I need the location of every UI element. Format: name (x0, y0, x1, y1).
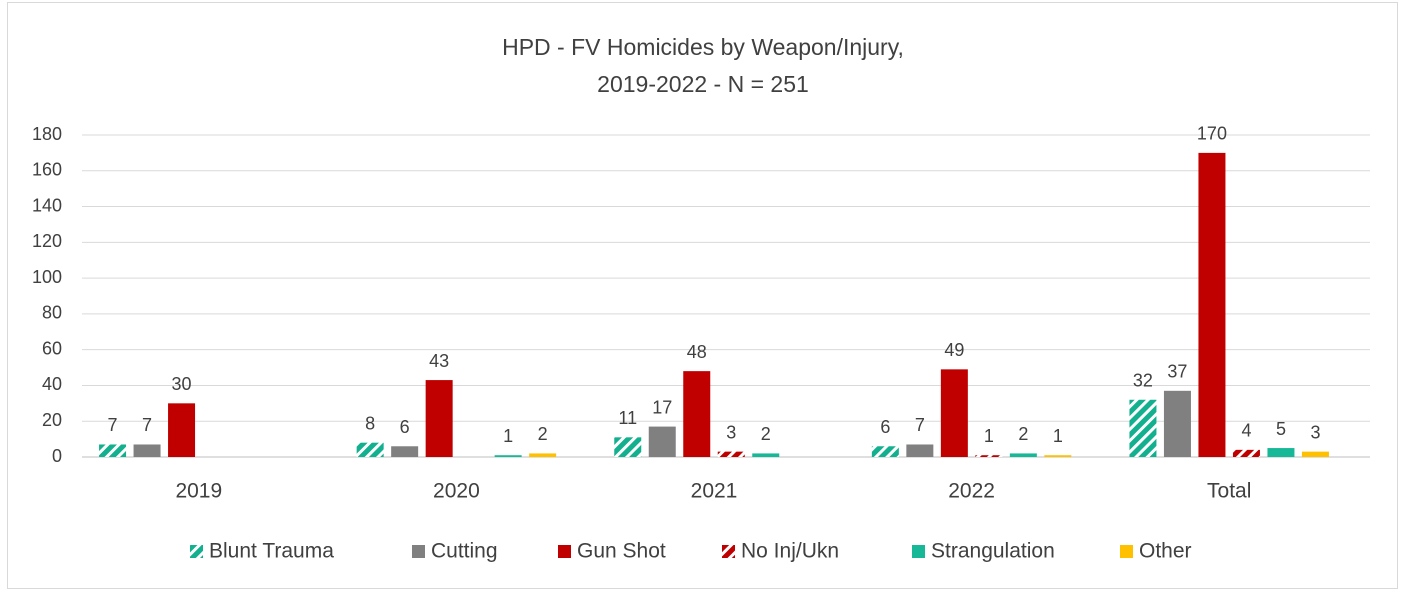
data-label: 11 (618, 408, 637, 428)
data-label: 43 (429, 351, 449, 371)
data-label: 3 (1310, 422, 1320, 442)
data-label: 2 (761, 424, 771, 444)
bar (683, 371, 711, 457)
bar (99, 444, 127, 457)
y-tick-label: 160 (32, 160, 62, 180)
chart-border (7, 2, 1398, 589)
bar (1163, 390, 1191, 457)
y-tick-label: 20 (42, 410, 62, 430)
bar (906, 444, 934, 457)
legend-swatch (558, 545, 571, 558)
bar (871, 446, 899, 457)
bar (168, 403, 196, 457)
data-label: 17 (652, 397, 672, 417)
legend-label: Other (1139, 540, 1192, 563)
y-tick-label: 60 (42, 338, 62, 358)
data-label: 49 (944, 340, 964, 360)
legend-swatch (912, 545, 925, 558)
bar (1301, 451, 1329, 457)
bar (356, 442, 384, 457)
bar (1129, 399, 1157, 457)
legend-label: No Inj/Ukn (741, 540, 839, 563)
data-label: 32 (1133, 371, 1153, 391)
data-label: 30 (172, 374, 192, 394)
chart-title: HPD - FV Homicides by Weapon/Injury, (502, 34, 904, 60)
data-label: 48 (687, 342, 707, 362)
bar (975, 455, 1003, 457)
legend-label: Strangulation (931, 540, 1055, 563)
legend-swatch (1120, 545, 1133, 558)
data-label: 2 (538, 424, 548, 444)
bar (425, 380, 453, 457)
x-tick-label: 2022 (948, 480, 995, 503)
bar (1009, 453, 1037, 457)
data-label: 170 (1197, 124, 1227, 144)
bar (648, 426, 676, 457)
bar (1267, 448, 1295, 457)
data-label: 37 (1167, 362, 1187, 382)
bar (1044, 455, 1072, 457)
data-label: 1 (1053, 426, 1063, 446)
bar (133, 444, 161, 457)
bar (940, 369, 968, 457)
legend-swatch (722, 545, 735, 558)
data-label: 1 (984, 426, 994, 446)
bar (614, 437, 642, 457)
data-label: 6 (880, 417, 890, 437)
bar (529, 453, 557, 457)
chart-title: 2019-2022 - N = 251 (597, 71, 809, 97)
y-tick-label: 80 (42, 303, 62, 323)
y-tick-label: 140 (32, 195, 62, 215)
bar (494, 455, 522, 457)
data-label: 3 (726, 422, 736, 442)
x-tick-label: 2019 (175, 480, 222, 503)
y-tick-label: 40 (42, 374, 62, 394)
y-tick-label: 100 (32, 267, 62, 287)
data-label: 2 (1018, 424, 1028, 444)
legend-swatch (190, 545, 203, 558)
y-tick-label: 0 (52, 446, 62, 466)
bar (752, 453, 780, 457)
data-label: 7 (142, 415, 152, 435)
x-tick-label: Total (1207, 480, 1251, 503)
data-label: 6 (400, 417, 410, 437)
legend-label: Blunt Trauma (209, 540, 334, 563)
legend-swatch (412, 545, 425, 558)
x-tick-label: 2021 (691, 480, 738, 503)
data-label: 5 (1276, 419, 1286, 439)
bar (1232, 449, 1260, 457)
legend-label: Gun Shot (577, 540, 666, 563)
bar (717, 451, 745, 457)
data-label: 7 (108, 415, 118, 435)
bar (391, 446, 419, 457)
y-tick-label: 120 (32, 231, 62, 251)
data-label: 4 (1241, 421, 1251, 441)
x-tick-label: 2020 (433, 480, 480, 503)
y-tick-label: 180 (32, 124, 62, 144)
data-label: 8 (365, 413, 375, 433)
data-label: 7 (915, 415, 925, 435)
legend-label: Cutting (431, 540, 498, 563)
data-label: 1 (503, 426, 513, 446)
bar (1198, 152, 1226, 457)
